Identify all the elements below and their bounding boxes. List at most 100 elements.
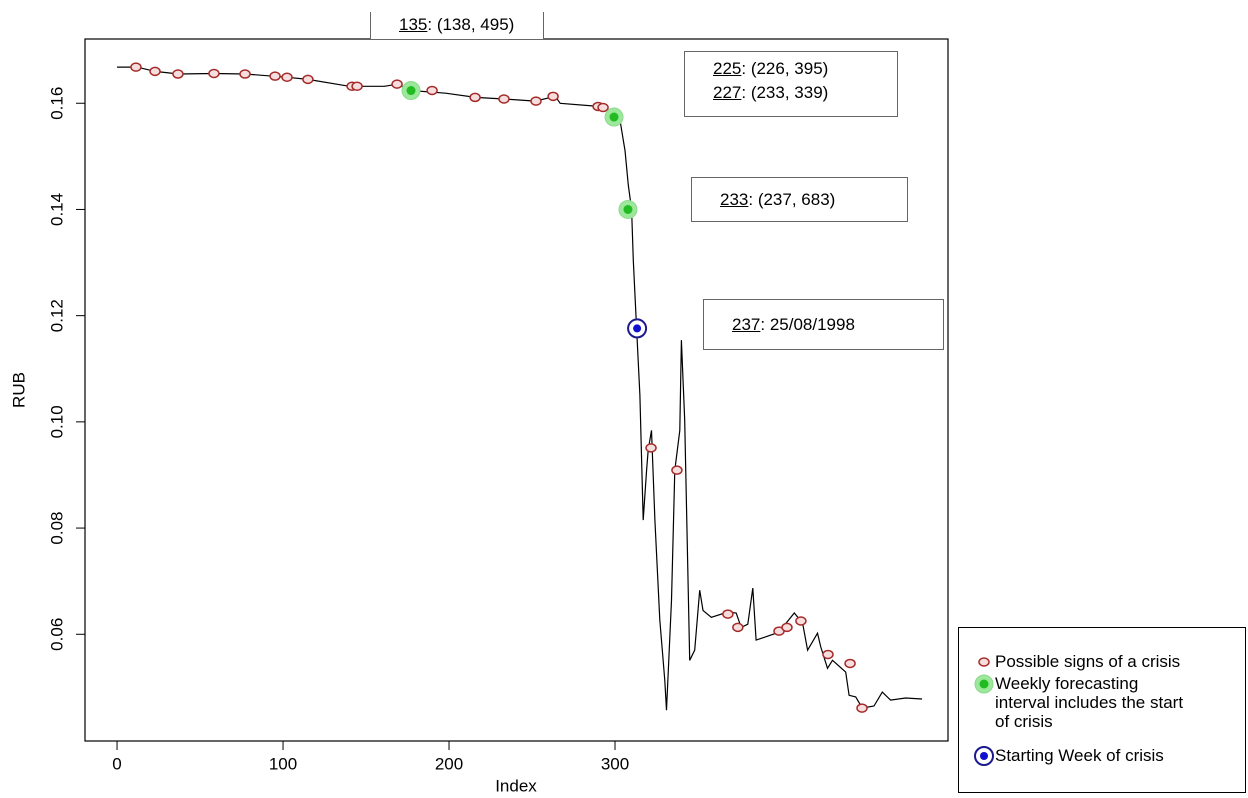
marker <box>130 62 142 72</box>
marker-dot <box>633 324 642 333</box>
legend-icon <box>974 746 994 766</box>
marker-dot <box>406 86 416 96</box>
marker-ring <box>645 443 657 453</box>
marker-ring <box>795 616 807 626</box>
annotation-id: 237 <box>732 315 761 334</box>
annotation-text: : (138, 495) <box>427 15 515 34</box>
annotation-id: 135 <box>399 15 428 34</box>
annotation-id: 225 <box>713 59 742 78</box>
marker <box>974 746 994 766</box>
marker <box>618 199 638 219</box>
marker <box>469 92 481 103</box>
marker <box>401 81 421 101</box>
marker <box>722 609 734 619</box>
annotation-text: : (237, 683) <box>748 190 836 209</box>
annotation: 237: 25/08/1998 <box>703 299 944 350</box>
marker <box>208 68 220 79</box>
marker <box>597 102 609 113</box>
marker-ring <box>530 96 542 106</box>
x-tick-label: 100 <box>269 754 297 773</box>
marker <box>732 622 744 633</box>
legend-label: Possible signs of a crisis <box>995 652 1181 671</box>
marker-dot <box>609 112 619 122</box>
marker <box>149 66 161 77</box>
marker <box>604 107 624 127</box>
y-tick-label: 0.06 <box>47 618 66 651</box>
legend-label: Weekly forecasting interval includes the… <box>995 674 1184 731</box>
legend-entry: Starting Week of crisis <box>973 746 1235 766</box>
marker-ring <box>781 622 793 633</box>
marker <box>391 79 403 89</box>
marker-dot <box>979 679 989 689</box>
marker-ring <box>822 649 834 660</box>
marker <box>671 465 683 475</box>
marker-ring <box>130 62 142 72</box>
legend-icon <box>974 674 994 694</box>
marker-ring <box>732 622 744 633</box>
marker <box>302 74 314 85</box>
marker-ring <box>978 657 990 667</box>
marker <box>530 96 542 106</box>
marker-ring <box>172 69 184 79</box>
marker-dot <box>980 752 988 760</box>
annotation: 225: (226, 395) 227: (233, 339) <box>684 51 898 117</box>
marker <box>645 443 657 453</box>
legend-icon <box>978 657 990 667</box>
marker-ring <box>149 66 161 77</box>
marker <box>822 649 834 660</box>
marker-ring <box>597 102 609 113</box>
y-tick-label: 0.08 <box>47 512 66 545</box>
annotation-text: : 25/08/1998 <box>760 315 855 334</box>
marker <box>281 72 293 82</box>
marker <box>974 674 994 694</box>
marker-ring <box>208 68 220 79</box>
marker <box>498 94 510 104</box>
marker <box>351 81 363 92</box>
marker-ring <box>671 465 683 475</box>
marker-ring <box>351 81 363 92</box>
annotation-id: 233 <box>720 190 749 209</box>
marker-ring <box>426 85 438 96</box>
marker-ring <box>302 74 314 85</box>
annotation: 135: (138, 495) <box>370 12 544 40</box>
marker <box>856 703 868 713</box>
y-tick-label: 0.14 <box>47 193 66 226</box>
marker-dot <box>623 204 633 214</box>
annotation-text: : (233, 339) <box>741 83 829 102</box>
marker-ring <box>844 658 856 669</box>
marker-ring <box>547 91 559 102</box>
marker <box>978 657 990 667</box>
marker-ring <box>498 94 510 104</box>
x-tick-label: 0 <box>112 754 121 773</box>
marker <box>172 69 184 79</box>
marker <box>547 91 559 102</box>
y-tick-label: 0.10 <box>47 405 66 438</box>
y-tick-label: 0.12 <box>47 299 66 332</box>
marker <box>269 71 281 81</box>
legend: Possible signs of a crisis Weekly forecas… <box>958 627 1246 793</box>
x-tick-label: 300 <box>601 754 629 773</box>
x-tick-label: 200 <box>435 754 463 773</box>
marker <box>795 616 807 626</box>
marker-ring <box>239 69 251 79</box>
price-line <box>117 66 923 711</box>
y-tick-label: 0.16 <box>47 87 66 120</box>
y-axis-label: RUB <box>9 372 28 408</box>
legend-label: Starting Week of crisis <box>995 746 1164 765</box>
marker <box>239 69 251 79</box>
marker-ring <box>391 79 403 89</box>
annotation: 233: (237, 683) <box>691 177 908 222</box>
marker-ring <box>281 72 293 82</box>
marker <box>844 658 856 669</box>
marker <box>426 85 438 96</box>
legend-entry: Weekly forecasting interval includes the… <box>973 674 1195 731</box>
marker-ring <box>856 703 868 713</box>
x-axis-label: Index <box>495 776 537 795</box>
marker-ring <box>269 71 281 81</box>
marker-ring <box>722 609 734 619</box>
legend-entry: Possible signs of a crisis <box>973 652 1235 672</box>
annotation-text: : (226, 395) <box>741 59 829 78</box>
annotation-id: 227 <box>713 83 742 102</box>
